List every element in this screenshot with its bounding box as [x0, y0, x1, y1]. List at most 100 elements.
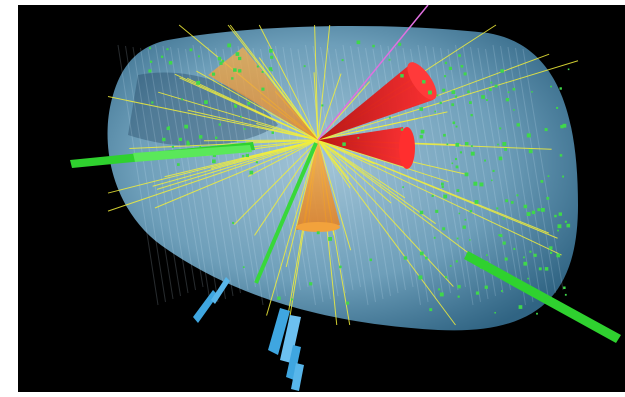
energy-hit	[160, 55, 164, 58]
jet-cone-orange-lower	[296, 140, 340, 230]
hatch-line	[162, 45, 204, 288]
energy-hit	[484, 285, 488, 289]
energy-hit	[547, 175, 550, 177]
energy-hit	[531, 210, 536, 215]
particle-track	[246, 139, 319, 143]
energy-hit	[212, 159, 216, 164]
energy-hit	[339, 265, 342, 269]
energy-hit	[481, 95, 485, 99]
energy-hit	[502, 241, 506, 245]
hatch-line	[117, 44, 159, 306]
energy-hit	[460, 65, 464, 68]
hatch-line	[432, 46, 474, 306]
energy-hit	[470, 151, 475, 156]
energy-hit	[507, 91, 510, 94]
energy-hit	[372, 44, 375, 48]
energy-hit	[455, 165, 459, 169]
energy-hit	[498, 156, 503, 161]
energy-hit	[268, 67, 273, 71]
particle-track	[317, 139, 490, 270]
energy-hit	[492, 169, 495, 172]
energy-hit	[178, 137, 182, 141]
energy-hit	[564, 220, 567, 223]
energy-hit	[562, 123, 567, 128]
particle-track	[317, 111, 448, 141]
energy-hit	[241, 154, 245, 158]
hatch-line	[372, 48, 414, 288]
energy-hit	[459, 151, 462, 154]
particle-track	[258, 24, 319, 141]
energy-hit	[369, 258, 372, 262]
energy-hit	[566, 223, 571, 228]
energy-hit	[291, 298, 293, 301]
energy-hit	[510, 201, 514, 204]
energy-hit	[567, 68, 570, 71]
energy-hit	[198, 55, 200, 58]
energy-hit	[162, 137, 166, 142]
energy-hit	[475, 291, 480, 295]
energy-hit	[457, 285, 461, 289]
missing-energy-line	[317, 5, 429, 141]
hatch-line	[335, 48, 376, 303]
energy-hit	[204, 100, 208, 104]
particle-track	[154, 139, 319, 209]
energy-hit	[455, 142, 460, 147]
energy-hit	[469, 239, 471, 241]
hatch-line	[492, 44, 534, 303]
energy-hit	[269, 49, 273, 53]
particle-track	[254, 139, 319, 236]
energy-hit	[462, 225, 466, 229]
energy-hit	[249, 170, 254, 175]
particle-track	[107, 139, 319, 194]
energy-hit	[541, 208, 545, 212]
energy-hit	[238, 69, 242, 73]
energy-hit	[439, 292, 444, 297]
energy-hit	[242, 266, 245, 268]
hatch-line	[522, 48, 564, 291]
hatch-line	[147, 48, 189, 294]
energy-hit	[240, 115, 242, 118]
energy-hit	[554, 214, 557, 218]
energy-hit	[429, 308, 433, 312]
hatch-line	[177, 47, 219, 303]
particle-track	[196, 70, 319, 141]
energy-hit	[531, 91, 533, 93]
energy-hit	[527, 277, 529, 280]
hatch-line	[155, 44, 196, 291]
energy-hit	[505, 98, 510, 102]
particle-track	[317, 139, 449, 183]
energy-hit	[504, 257, 508, 261]
particle-track	[258, 57, 319, 141]
hatch-line	[477, 47, 519, 288]
energy-hit	[484, 159, 486, 162]
energy-hit	[562, 175, 564, 178]
energy-hit	[328, 237, 332, 241]
energy-hit	[400, 74, 404, 78]
energy-hit	[465, 142, 469, 146]
energy-hit	[474, 200, 479, 204]
energy-hit	[445, 276, 448, 279]
energy-hit	[218, 123, 221, 126]
energy-hit	[529, 250, 532, 253]
energy-hit	[486, 254, 488, 256]
energy-hit	[497, 143, 499, 146]
hatch-line	[470, 46, 511, 291]
hatch-line	[462, 45, 504, 294]
energy-hit	[455, 260, 458, 263]
energy-hit	[502, 142, 507, 146]
energy-hit	[442, 88, 446, 92]
energy-hit	[489, 88, 492, 91]
energy-hit	[149, 47, 151, 50]
particle-track	[107, 96, 319, 141]
energy-hit	[505, 199, 509, 203]
energy-hit	[550, 251, 553, 254]
energy-hit	[523, 261, 528, 266]
energy-hit	[439, 101, 442, 105]
energy-hit	[243, 128, 246, 130]
particle-track	[317, 139, 375, 165]
hatch-line	[132, 46, 174, 300]
energy-hit	[189, 48, 193, 52]
cylinder-body	[107, 25, 579, 331]
energy-hit	[444, 75, 447, 78]
hatch-line	[365, 47, 406, 291]
